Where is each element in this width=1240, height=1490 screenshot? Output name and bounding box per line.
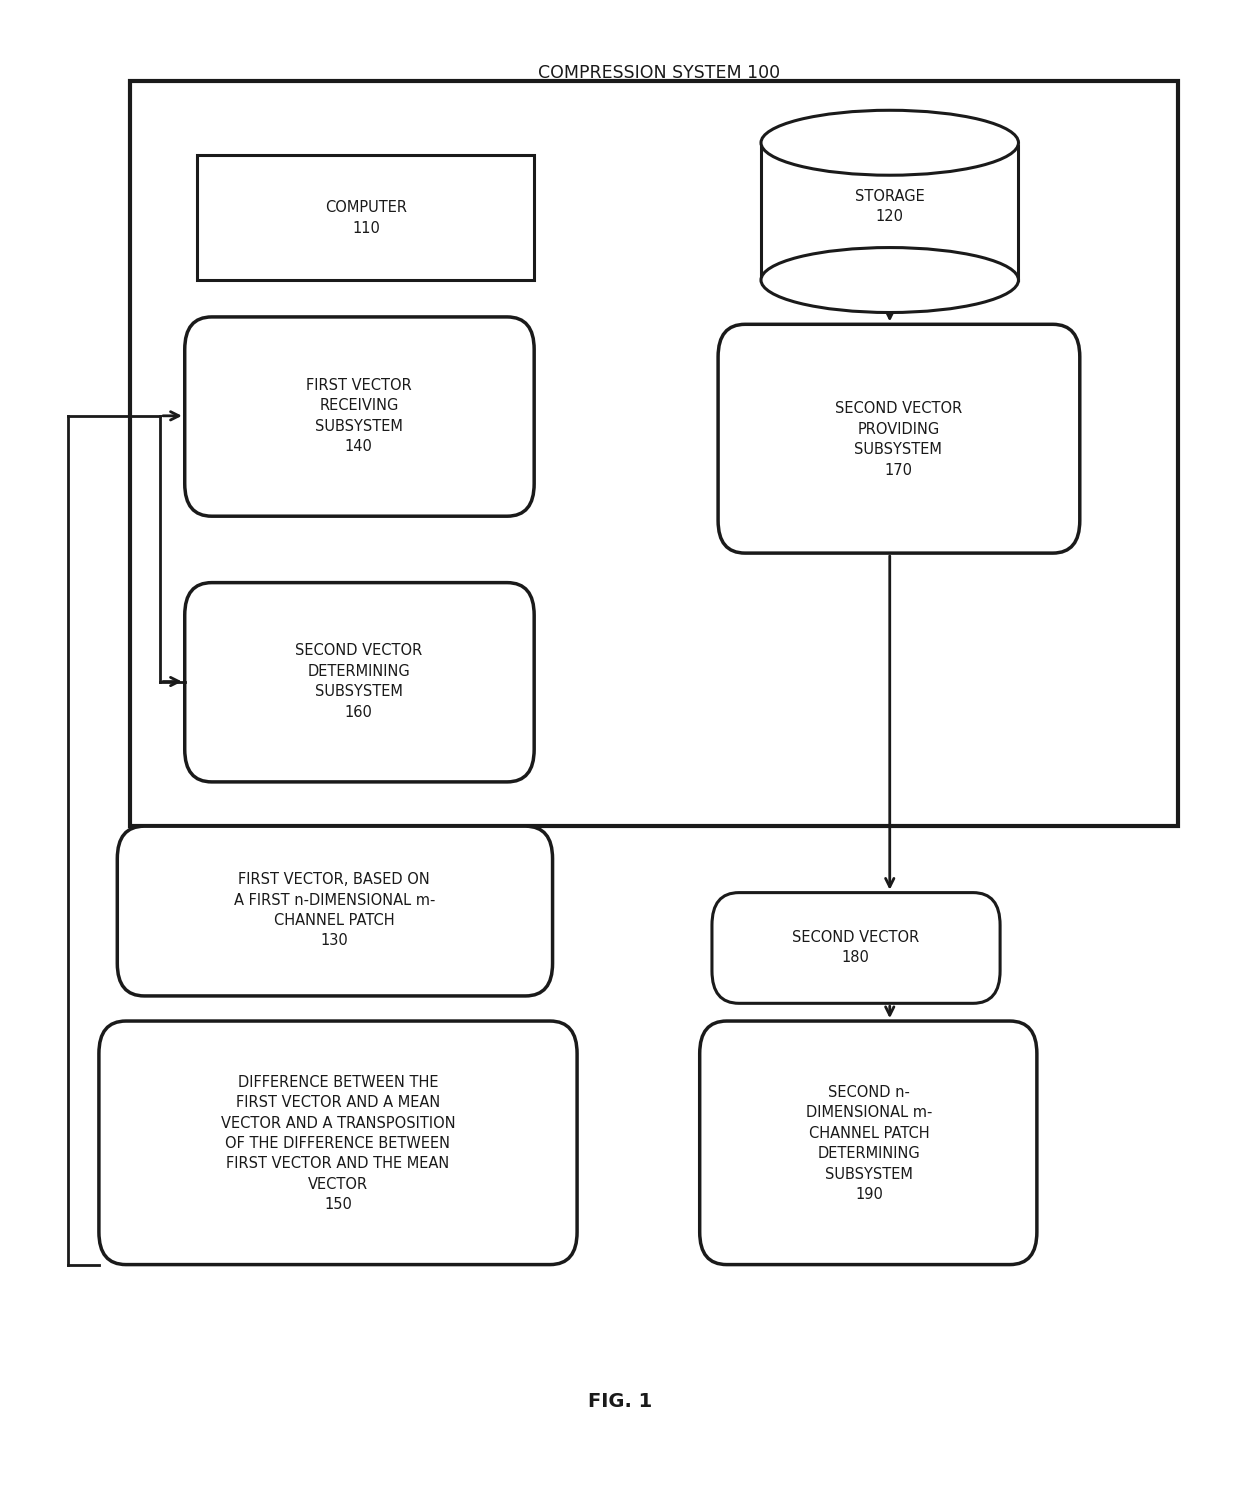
Text: FIG. 1: FIG. 1 — [588, 1392, 652, 1411]
FancyBboxPatch shape — [118, 825, 553, 995]
Text: COMPUTER
110: COMPUTER 110 — [325, 200, 407, 235]
Text: SECOND VECTOR
DETERMINING
SUBSYSTEM
160: SECOND VECTOR DETERMINING SUBSYSTEM 160 — [295, 644, 423, 720]
Text: SECOND VECTOR
180: SECOND VECTOR 180 — [792, 930, 919, 966]
Ellipse shape — [761, 247, 1018, 313]
FancyBboxPatch shape — [197, 155, 534, 280]
FancyBboxPatch shape — [185, 583, 534, 782]
FancyBboxPatch shape — [712, 893, 1001, 1003]
Text: FIRST VECTOR, BASED ON
A FIRST n-DIMENSIONAL m-
CHANNEL PATCH
130: FIRST VECTOR, BASED ON A FIRST n-DIMENSI… — [233, 872, 435, 949]
FancyBboxPatch shape — [99, 1021, 577, 1265]
Text: FIRST VECTOR
RECEIVING
SUBSYSTEM
140: FIRST VECTOR RECEIVING SUBSYSTEM 140 — [306, 378, 412, 454]
Text: DIFFERENCE BETWEEN THE
FIRST VECTOR AND A MEAN
VECTOR AND A TRANSPOSITION
OF THE: DIFFERENCE BETWEEN THE FIRST VECTOR AND … — [221, 1074, 455, 1213]
Ellipse shape — [761, 110, 1018, 176]
Text: COMPRESSION SYSTEM 100: COMPRESSION SYSTEM 100 — [538, 64, 780, 82]
FancyBboxPatch shape — [129, 80, 1178, 825]
Text: STORAGE
120: STORAGE 120 — [854, 189, 925, 223]
Text: SECOND VECTOR
PROVIDING
SUBSYSTEM
170: SECOND VECTOR PROVIDING SUBSYSTEM 170 — [835, 401, 962, 478]
FancyBboxPatch shape — [185, 317, 534, 516]
FancyBboxPatch shape — [699, 1021, 1037, 1265]
Text: SECOND n-
DIMENSIONAL m-
CHANNEL PATCH
DETERMINING
SUBSYSTEM
190: SECOND n- DIMENSIONAL m- CHANNEL PATCH D… — [806, 1085, 932, 1202]
Bar — [761, 143, 1018, 280]
FancyBboxPatch shape — [718, 325, 1080, 553]
